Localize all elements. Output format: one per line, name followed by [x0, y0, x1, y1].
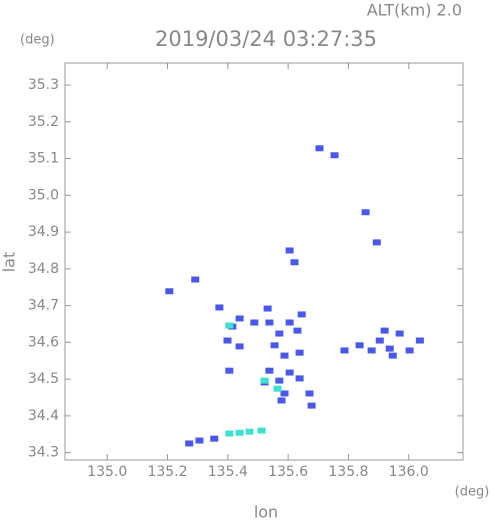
- y-tick-label: 35.3: [28, 77, 59, 93]
- echo-cell: [277, 397, 286, 404]
- echo-cell: [385, 345, 394, 352]
- echo-cell: [330, 152, 339, 159]
- y-tick-label: 35.0: [28, 187, 59, 203]
- echo-cell: [235, 343, 244, 350]
- echo-cell: [265, 367, 274, 374]
- echo-cell: [290, 259, 299, 266]
- echo-cell: [297, 311, 306, 318]
- echo-cell: [250, 319, 259, 326]
- echo-cell: [305, 390, 314, 397]
- echo-cell: [165, 288, 174, 295]
- y-axis-label: lat: [0, 252, 19, 273]
- echo-cell: [405, 347, 414, 354]
- x-tick-label: 136.0: [389, 464, 429, 480]
- echo-cell: [275, 377, 284, 384]
- echo-cell: [340, 347, 349, 354]
- y-tick-label: 34.9: [28, 224, 59, 240]
- echo-cell: [295, 375, 304, 382]
- echo-cell: [355, 342, 364, 349]
- echo-cell: [295, 349, 304, 356]
- echo-cell: [225, 322, 234, 329]
- echo-cell: [285, 369, 294, 376]
- x-tick-label: 135.6: [268, 464, 308, 480]
- echo-cell: [395, 330, 404, 337]
- y-tick-label: 35.1: [28, 151, 59, 167]
- echo-cell: [273, 385, 282, 392]
- y-tick-label: 35.2: [28, 114, 59, 130]
- echo-cell: [210, 435, 219, 442]
- echo-cell: [285, 247, 294, 254]
- echo-cell: [275, 330, 284, 337]
- y-tick-label: 34.3: [28, 445, 59, 461]
- echo-cell: [225, 367, 234, 374]
- plot-frame: [64, 62, 464, 461]
- echo-cell: [235, 429, 244, 436]
- echo-cell: [260, 377, 269, 384]
- echo-cell: [235, 315, 244, 322]
- echo-cell: [307, 402, 316, 409]
- x-unit: (deg): [455, 485, 490, 500]
- echo-cell: [280, 390, 289, 397]
- echo-cell: [215, 304, 224, 311]
- echo-cell: [372, 239, 381, 246]
- x-tick-label: 135.0: [87, 464, 127, 480]
- echo-cell: [265, 319, 274, 326]
- echo-cell: [225, 430, 234, 437]
- x-axis-label: lon: [254, 503, 278, 521]
- echo-cell: [195, 437, 204, 444]
- echo-cell: [293, 327, 302, 334]
- echo-cell: [191, 276, 200, 283]
- y-tick-label: 34.7: [28, 298, 59, 314]
- y-tick-label: 34.5: [28, 371, 59, 387]
- x-tick-label: 135.8: [328, 464, 368, 480]
- echo-cell: [257, 427, 266, 434]
- y-unit: (deg): [20, 33, 55, 48]
- x-tick-label: 135.2: [147, 464, 187, 480]
- echo-cell: [315, 145, 324, 152]
- y-tick-label: 34.4: [28, 408, 59, 424]
- y-tick-label: 34.8: [28, 261, 59, 277]
- echo-cell: [223, 337, 232, 344]
- echo-cell: [415, 337, 424, 344]
- echo-cell: [245, 428, 254, 435]
- x-tick-label: 135.4: [208, 464, 248, 480]
- echo-cell: [263, 305, 272, 312]
- echo-cell: [361, 209, 370, 216]
- echo-cell: [380, 327, 389, 334]
- echo-cell: [270, 342, 279, 349]
- echo-cell: [280, 352, 289, 359]
- chart-title: 2019/03/24 03:27:35: [155, 27, 377, 51]
- y-tick-label: 34.6: [28, 334, 59, 350]
- echo-cell: [388, 352, 397, 359]
- echo-cell: [375, 337, 384, 344]
- altitude-label: ALT(km) 2.0: [367, 1, 462, 20]
- echo-cell: [185, 440, 194, 447]
- echo-cell: [367, 347, 376, 354]
- echo-cell: [285, 319, 294, 326]
